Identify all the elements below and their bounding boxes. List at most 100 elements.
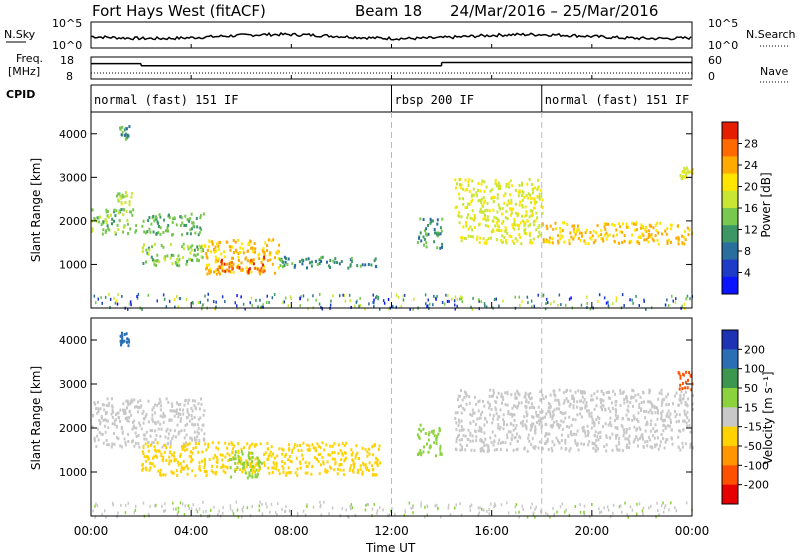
data-cell — [682, 174, 685, 178]
colorbar-tick-label: 28 — [744, 138, 758, 151]
data-cell — [437, 231, 440, 235]
data-cell — [467, 180, 470, 184]
data-cell — [333, 468, 336, 472]
data-cell — [119, 126, 122, 130]
ground-cell — [456, 304, 458, 308]
ground-cell — [117, 511, 119, 515]
data-cell — [648, 223, 651, 227]
data-cell — [560, 438, 563, 442]
data-cell — [142, 421, 145, 425]
data-cell — [557, 241, 560, 245]
data-cell — [159, 434, 162, 438]
data-cell — [544, 442, 547, 445]
data-cell — [129, 400, 132, 404]
data-cell — [215, 455, 218, 459]
ground-cell — [285, 505, 287, 509]
data-cell — [496, 196, 499, 200]
data-cell — [531, 425, 534, 429]
data-cell — [169, 445, 172, 449]
data-cell — [668, 424, 671, 428]
data-cell — [417, 453, 419, 456]
data-cell — [157, 221, 159, 225]
data-cell — [174, 458, 177, 462]
data-cell — [507, 409, 510, 413]
data-cell — [466, 187, 469, 191]
data-cell — [588, 440, 591, 444]
data-cell — [635, 435, 638, 439]
data-cell — [253, 242, 256, 246]
ground-cell — [478, 511, 480, 515]
data-cell — [147, 246, 150, 250]
ground-cell — [201, 305, 203, 309]
data-cell — [128, 340, 131, 344]
data-cell — [299, 444, 301, 447]
data-cell — [500, 229, 503, 233]
data-cell — [640, 401, 643, 404]
data-cell — [153, 448, 156, 452]
data-cell — [189, 251, 192, 255]
data-cell — [572, 237, 575, 241]
data-cell — [120, 196, 123, 200]
data-cell — [122, 402, 125, 406]
data-cell — [105, 439, 108, 442]
data-cell — [120, 343, 122, 347]
nave-label: Nave — [760, 65, 788, 78]
ground-cell — [481, 507, 483, 511]
data-cell — [527, 436, 530, 440]
data-cell — [484, 437, 487, 441]
data-cell — [498, 427, 501, 431]
data-cell — [232, 239, 235, 242]
data-cell — [505, 185, 508, 189]
data-cell — [587, 433, 589, 437]
ground-cell — [526, 515, 529, 519]
data-cell — [502, 240, 505, 244]
data-cell — [159, 408, 162, 412]
data-cell — [571, 394, 574, 398]
ground-cell — [100, 296, 102, 300]
data-cell — [375, 473, 378, 477]
data-cell — [551, 241, 554, 245]
ground-cell — [312, 294, 314, 298]
data-cell — [562, 412, 565, 416]
data-cell — [194, 231, 197, 235]
data-cell — [621, 425, 624, 429]
ground-cell — [241, 507, 243, 511]
ground-cell — [527, 301, 529, 305]
data-cell — [141, 250, 144, 254]
data-cell — [648, 400, 651, 404]
data-cell — [298, 460, 301, 464]
ground-cell — [359, 296, 361, 300]
data-cell — [499, 408, 502, 412]
data-cell — [638, 402, 641, 406]
data-cell — [576, 443, 578, 447]
data-cell — [436, 222, 439, 226]
data-cell — [536, 216, 539, 220]
data-cell — [232, 447, 234, 451]
data-cell — [460, 419, 463, 423]
data-cell — [542, 397, 545, 400]
data-cell — [331, 444, 334, 448]
data-cell — [165, 429, 168, 433]
data-cell — [251, 471, 254, 475]
data-cell — [228, 442, 231, 446]
data-cell — [492, 391, 495, 395]
data-cell — [492, 388, 495, 392]
data-cell — [633, 416, 636, 420]
data-cell — [461, 398, 464, 402]
data-cell — [553, 420, 556, 424]
data-cell — [185, 223, 188, 227]
colorbar-tick-label: 20 — [744, 181, 758, 194]
data-cell — [229, 248, 232, 252]
data-cell — [679, 383, 682, 387]
ground-cell — [621, 293, 624, 297]
data-cell — [513, 418, 516, 422]
data-cell — [196, 225, 199, 229]
data-cell — [657, 242, 660, 246]
data-cell — [517, 223, 519, 227]
ground-cell — [258, 504, 261, 508]
data-cell — [502, 440, 504, 444]
ground-cell — [621, 510, 623, 514]
data-cell — [266, 249, 269, 253]
data-cell — [483, 180, 486, 184]
data-cell — [485, 239, 488, 242]
